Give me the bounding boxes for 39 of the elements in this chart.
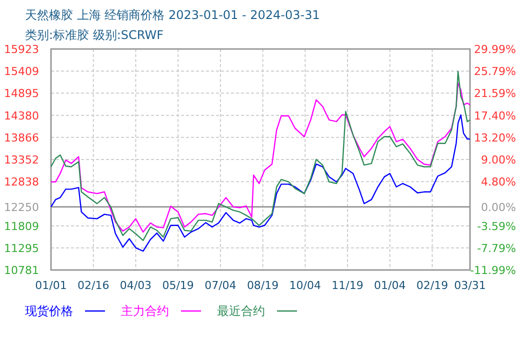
y-tick-label: 12250 [4,200,39,214]
x-tick-label: 10/04 [289,279,322,292]
y2-tick-label: 13.20% [474,131,516,144]
x-tick-label: 08/19 [246,279,279,292]
x-tick-label: 05/19 [162,279,194,292]
x-tick-label: 11/19 [332,279,364,292]
y2-tick-label: 4.80% [481,176,516,189]
y-tick-label: 15923 [4,43,39,56]
legend-label: 主力合约 [121,304,169,318]
x-tick-label: 02/16 [78,279,110,292]
y-tick-label: 14895 [4,87,39,100]
legend-label: 现货价格 [25,304,73,318]
x-tick-label: 07/04 [204,279,236,292]
y2-tick-label: 29.99% [474,43,516,56]
x-tick-label: 01/01 [35,279,67,292]
x-tick-label: 02/19 [416,279,448,292]
y-tick-label: 13866 [4,131,39,144]
y2-tick-label: -11.99% [470,264,516,277]
line-series [50,114,471,252]
y-tick-label: 13352 [4,154,39,166]
y-tick-label: 15409 [4,65,39,78]
x-tick-label: 04/03 [120,279,152,292]
y2-tick-label: 0.00% [481,200,516,214]
y-tick-label: 14380 [4,109,39,122]
legend-label: 最近合约 [217,304,265,318]
chart-title: 天然橡胶 上海 经销商价格 2023-01-01 - 2024-03-31 [25,8,320,22]
y-tick-label: 11809 [4,220,39,233]
x-tick-label: 01/04 [374,279,406,292]
y-tick-label: 12838 [4,176,39,189]
y2-tick-label: 9.00% [481,154,516,166]
y-tick-label: 11295 [4,242,39,255]
y2-tick-label: 21.59% [474,87,516,100]
chart-subtitle: 类别:标准胶 级别:SCRWF [25,28,164,42]
y2-tick-label: 17.40% [474,109,516,122]
y-tick-label: 10781 [4,264,39,277]
y2-tick-label: 25.79% [474,65,516,78]
y2-tick-label: -7.79% [477,242,516,255]
y2-tick-label: -3.59% [477,220,516,233]
x-tick-label: 03/31 [454,279,486,292]
